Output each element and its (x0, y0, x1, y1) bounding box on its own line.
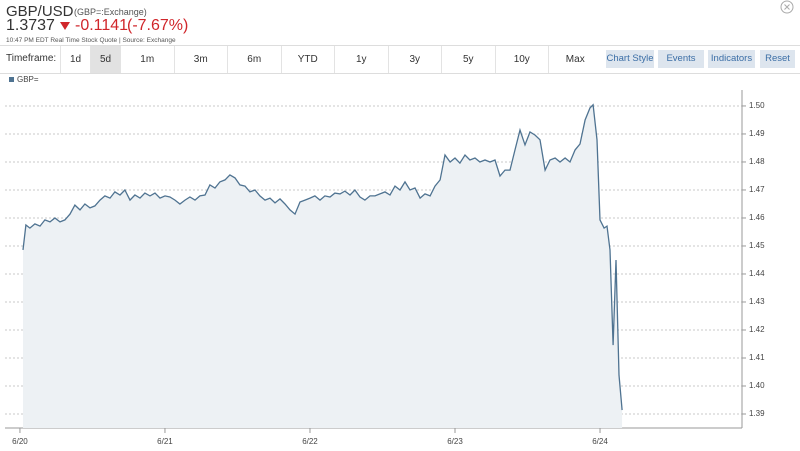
y-tick-label: 1.48 (749, 157, 765, 166)
x-tick-label: 6/23 (447, 437, 463, 446)
toolbar-button[interactable]: Chart Style (606, 50, 654, 68)
x-tick-label: 6/21 (157, 437, 173, 446)
x-tick-label: 6/20 (12, 437, 28, 446)
price-line (22, 103, 623, 411)
range-button[interactable]: 5y (441, 46, 495, 73)
change-percent: (-7.67%) (127, 17, 189, 34)
range-button[interactable]: 3m (173, 46, 228, 73)
toolbar: Timeframe: 1d 5d 1m 3m 6m YTD 1y 3y 5y 10y Max Char… (0, 45, 800, 74)
y-tick-label: 1.49 (749, 129, 765, 138)
y-tick-label: 1.44 (749, 269, 765, 278)
y-tick-label: 1.46 (749, 213, 765, 222)
range-button[interactable]: 10y (494, 46, 549, 73)
down-arrow (60, 22, 70, 30)
toolbar-button[interactable]: Events (658, 50, 704, 68)
y-tick-label: 1.41 (749, 353, 765, 362)
range-button[interactable]: 1m (120, 46, 174, 73)
timeframe-label: Timeframe: (6, 53, 57, 64)
x-tick-label: 6/24 (592, 437, 608, 446)
x-tick-label: 6/22 (302, 437, 318, 446)
y-tick-label: 1.45 (749, 241, 765, 250)
toolbar-button[interactable]: Indicators (708, 50, 755, 68)
y-tick-label: 1.47 (749, 185, 765, 194)
range-button[interactable]: Max (548, 46, 602, 73)
y-tick-label: 1.43 (749, 297, 765, 306)
close-button[interactable] (780, 0, 794, 14)
y-tick-label: 1.50 (749, 101, 765, 110)
range-button[interactable]: 1y (334, 46, 388, 73)
range-button[interactable]: 3y (387, 46, 442, 73)
y-tick-label: 1.42 (749, 325, 765, 334)
range-button[interactable]: 5d (90, 46, 120, 73)
area-fill (23, 104, 623, 429)
legend-label: GBP= (17, 75, 39, 84)
chart: 1.39 1.40 1.41 1.42 1.43 1.44 1.45 1.46 1.47 1.48… (5, 75, 765, 446)
toolbar-button[interactable]: Reset (760, 50, 795, 68)
range-button[interactable]: YTD (280, 46, 335, 73)
y-tick-label: 1.40 (749, 381, 765, 390)
y-tick-label: 1.39 (749, 409, 765, 418)
legend-swatch (9, 77, 14, 82)
exchange: (GBP=:Exchange) (74, 7, 147, 17)
range-button[interactable]: 1d (60, 46, 90, 73)
change: -0.1141 (75, 17, 129, 34)
price: 1.3737 (6, 17, 55, 34)
symbol: GBP/USD (6, 3, 74, 20)
range-button[interactable]: 6m (227, 46, 281, 73)
quote-info: 10:47 PM EDT Real Time Stock Quote | Sou… (6, 37, 176, 44)
